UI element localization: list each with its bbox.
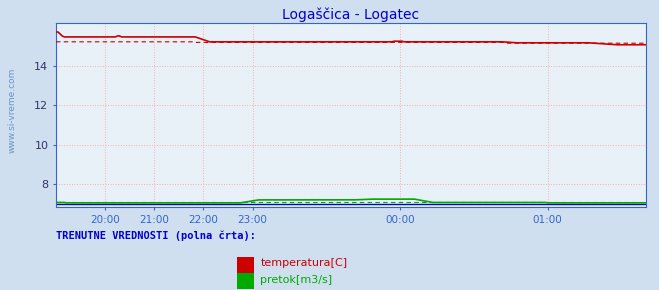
Text: TRENUTNE VREDNOSTI (polna črta):: TRENUTNE VREDNOSTI (polna črta):: [56, 231, 256, 241]
Text: temperatura[C]: temperatura[C]: [260, 258, 347, 268]
Text: pretok[m3/s]: pretok[m3/s]: [260, 276, 332, 285]
Title: Logaščica - Logatec: Logaščica - Logatec: [282, 8, 420, 22]
Text: www.si-vreme.com: www.si-vreme.com: [8, 68, 17, 153]
